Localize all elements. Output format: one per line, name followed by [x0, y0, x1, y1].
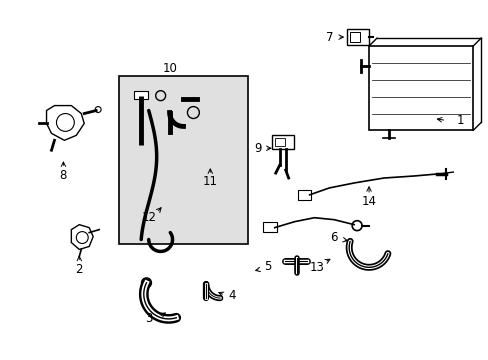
Text: 12: 12 [141, 211, 156, 224]
Text: 1: 1 [456, 114, 463, 127]
Bar [134, 91, 147, 99]
Text: 7: 7 [325, 31, 332, 44]
Text: 2: 2 [75, 263, 83, 276]
Text: 6: 6 [330, 231, 337, 244]
Bar [346, 29, 368, 45]
Bar [349, 32, 359, 42]
Text: 13: 13 [309, 261, 324, 274]
Bar [297, 190, 311, 200]
Text: 4: 4 [228, 289, 235, 302]
Text: 3: 3 [145, 312, 152, 325]
Text: 5: 5 [264, 260, 271, 273]
Text: 9: 9 [254, 142, 261, 155]
Text: 10: 10 [163, 62, 178, 75]
Text: 11: 11 [203, 175, 217, 189]
Bar [119, 76, 247, 244]
Bar [368, 46, 472, 130]
Text: 14: 14 [361, 195, 376, 208]
Bar [274, 138, 284, 146]
Bar [263, 222, 276, 231]
Text: 8: 8 [60, 168, 67, 181]
Bar [271, 135, 293, 149]
